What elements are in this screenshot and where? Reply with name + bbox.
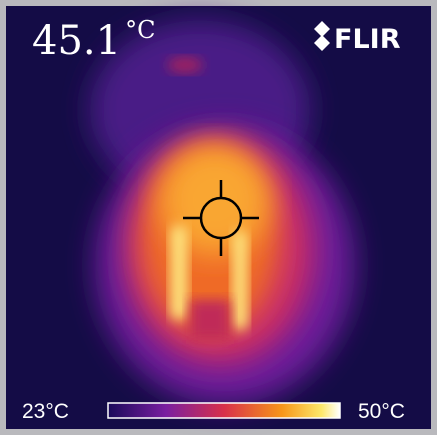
temperature-unit: °C [125, 16, 155, 44]
brand-logo: FLIR [314, 21, 401, 55]
thermal-image [90, 20, 355, 405]
scale-max: 50°C [358, 400, 405, 423]
logo-icon [314, 21, 330, 51]
temperature-reading: 45.1 [32, 18, 121, 64]
color-scale-bar [107, 402, 341, 419]
crosshair [183, 180, 259, 256]
scale-min: 23°C [22, 400, 69, 423]
brand-name: FLIR [334, 24, 401, 55]
